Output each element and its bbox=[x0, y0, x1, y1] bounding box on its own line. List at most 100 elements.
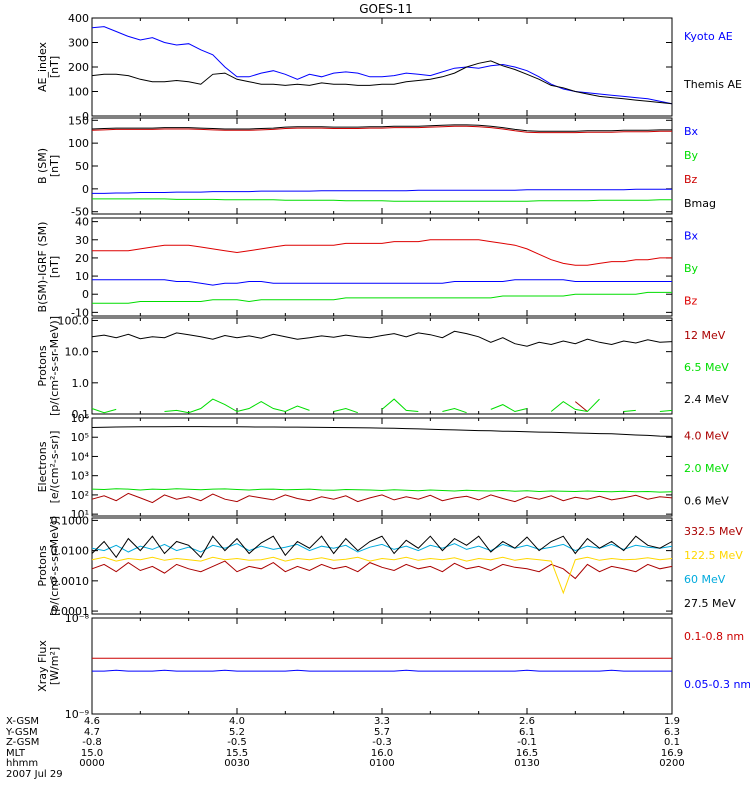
legend-entry: Bz bbox=[684, 295, 698, 308]
x-tick-label: 0130 bbox=[514, 758, 539, 769]
panel-ae: 0 100 200 300 400 AE_index [nT] Kyoto AE Themis … bbox=[36, 12, 742, 123]
x-tick-label: 0000 bbox=[79, 758, 104, 769]
panel-bsm: -50 0 50 100 150 B (SM) [nT] Bx By Bz Bmag bbox=[36, 114, 716, 218]
y-axis-units: [p/(cm²-s-sr-MeV)] bbox=[48, 516, 61, 616]
y-tick-label: 10⁵ bbox=[71, 431, 89, 444]
series-line-by bbox=[92, 291, 672, 304]
panel-electrons: 10¹ 10² 10³ 10⁴ 10⁵ 10⁶ Electrons [e/(cm²-s-sr)… bbox=[36, 412, 729, 521]
series-line-27-5-mev bbox=[91, 535, 673, 559]
legend-entry: 12 MeV bbox=[684, 329, 726, 342]
y-tick-label: 10 bbox=[75, 270, 89, 283]
series-line-themis-ae bbox=[91, 60, 673, 105]
x-row-label: Y-GSM bbox=[5, 727, 38, 738]
y-tick-label: 0 bbox=[82, 183, 89, 196]
y-tick-label: 0.0100 bbox=[51, 545, 90, 558]
x-tick-label: 16.5 bbox=[516, 748, 538, 759]
series-line-2-4-mev bbox=[91, 330, 673, 347]
y-tick-label: 10.0 bbox=[65, 346, 90, 359]
series-line-2-0-mev bbox=[91, 488, 673, 493]
y-tick-label: 150 bbox=[68, 114, 89, 127]
legend-entry: 332.5 MeV bbox=[684, 525, 743, 538]
x-tick-label: 0030 bbox=[224, 758, 249, 769]
x-row-label: hhmm bbox=[6, 758, 38, 769]
y-tick-label: 300 bbox=[68, 37, 89, 50]
panel-xray: 10⁻⁹ 10⁻⁸ Xray Flux [W/m²] 0.1-0.8 nm 0.05-0.… bbox=[36, 612, 750, 721]
y-tick-label: 0.1000 bbox=[51, 514, 90, 527]
panel-frame bbox=[91, 417, 673, 517]
y-tick-label: -50 bbox=[71, 206, 89, 219]
y-tick-label: 10² bbox=[71, 489, 89, 502]
series-line-122-5-mev bbox=[91, 556, 673, 595]
series-line-0-6-mev bbox=[91, 426, 673, 437]
series-line-332-5-mev bbox=[91, 560, 673, 580]
y-tick-label: 1.0 bbox=[72, 377, 90, 390]
y-axis-label: AE_index bbox=[36, 41, 49, 92]
y-tick-label: 10⁻⁸ bbox=[65, 612, 90, 625]
y-axis-label: Electrons bbox=[36, 441, 49, 492]
x-tick-label: 15.0 bbox=[81, 748, 103, 759]
panel-frame bbox=[91, 317, 673, 415]
legend-entry: Bmag bbox=[684, 197, 716, 210]
date-label: 2007 Jul 29 bbox=[6, 769, 63, 780]
series-line-by bbox=[92, 198, 672, 202]
x-tick-label: 1.9 bbox=[664, 716, 680, 727]
legend-entry: 4.0 MeV bbox=[684, 429, 729, 442]
x-tick-label: 5.7 bbox=[374, 727, 390, 738]
series-line-4-0-mev bbox=[91, 492, 673, 504]
y-tick-label: 50 bbox=[75, 160, 89, 173]
legend-entry: Bx bbox=[684, 125, 699, 138]
x-tick-label: 4.6 bbox=[84, 716, 100, 727]
y-axis-units: [W/m²] bbox=[48, 647, 61, 685]
panel-protons2: 0.0001 0.0010 0.0100 0.1000 Protons [p/(cm²-s… bbox=[36, 514, 743, 618]
legend-entry: 60 MeV bbox=[684, 573, 726, 586]
x-tick-label: 3.3 bbox=[374, 716, 390, 727]
legend-entry: Kyoto AE bbox=[684, 30, 733, 43]
y-tick-label: -10 bbox=[71, 306, 89, 319]
x-tick-label: 2.6 bbox=[519, 716, 535, 727]
panel-protons1: 0.1 1.0 10.0 100.0 Protons [p/(cm²-s-sr-MeV)]… bbox=[36, 314, 729, 421]
y-axis-units: [nT] bbox=[48, 155, 61, 177]
x-tick-label: 0100 bbox=[369, 758, 394, 769]
y-tick-label: 100.0 bbox=[58, 314, 90, 327]
x-tick-label: 6.3 bbox=[664, 727, 680, 738]
y-axis-units: [e/(cm²-s-sr)] bbox=[48, 431, 61, 504]
series-line-bz bbox=[92, 239, 672, 266]
legend-entry: Themis AE bbox=[683, 78, 742, 91]
series-line-0-05-0-3-nm bbox=[92, 669, 672, 672]
x-tick-label: -0.3 bbox=[372, 737, 392, 748]
y-tick-label: 200 bbox=[68, 61, 89, 74]
x-row-label: MLT bbox=[6, 748, 26, 759]
y-tick-label: 100 bbox=[68, 86, 89, 99]
panel-frame bbox=[91, 617, 673, 715]
y-tick-label: 0.1 bbox=[72, 408, 90, 421]
legend-entry: 6.5 MeV bbox=[684, 361, 729, 374]
y-tick-label: 400 bbox=[68, 12, 89, 25]
y-axis-label: B (SM) bbox=[36, 148, 49, 184]
legend-entry: Bz bbox=[684, 173, 698, 186]
y-axis-label: Protons bbox=[36, 545, 49, 586]
x-tick-label: -0.5 bbox=[227, 737, 247, 748]
panel-frame bbox=[91, 17, 673, 117]
legend-entry: By bbox=[684, 149, 699, 162]
x-row-label: Z-GSM bbox=[6, 737, 39, 748]
legend-entry: Bx bbox=[684, 229, 699, 242]
y-tick-label: 10⁴ bbox=[71, 450, 90, 463]
y-tick-label: 0 bbox=[82, 288, 89, 301]
series-line-60-mev bbox=[91, 543, 673, 553]
legend-entry: 0.6 MeV bbox=[684, 495, 729, 508]
series-line-12-mev bbox=[574, 401, 588, 412]
x-row-label: X-GSM bbox=[6, 716, 39, 727]
y-tick-label: 10³ bbox=[71, 470, 89, 483]
legend-entry: 0.1-0.8 nm bbox=[684, 630, 744, 643]
legend-entry: 2.0 MeV bbox=[684, 462, 729, 475]
y-tick-label: 10⁻⁹ bbox=[65, 708, 89, 721]
series-line-kyoto-ae bbox=[91, 26, 673, 105]
y-tick-label: 0.0001 bbox=[51, 605, 90, 618]
y-axis-units: [nT] bbox=[48, 256, 61, 278]
y-tick-label: 30 bbox=[75, 234, 89, 247]
panel-bigrf: -10 0 10 20 30 40 B(SM)-IGRF (SM) [nT] Bx By Bz bbox=[36, 216, 699, 320]
y-tick-label: 0 bbox=[82, 110, 89, 123]
